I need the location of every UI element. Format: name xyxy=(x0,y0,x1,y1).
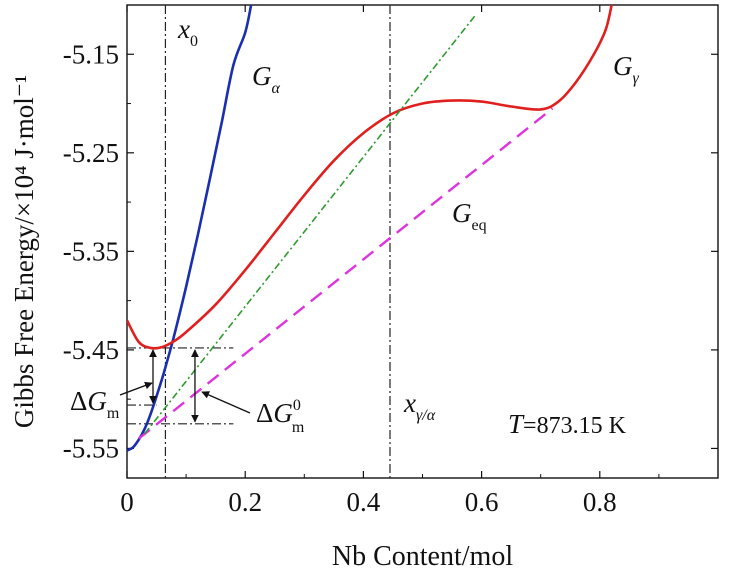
annotation-label: Geq xyxy=(452,198,487,234)
y-tick-label: -5.45 xyxy=(63,335,119,365)
x-tick-label: 0.8 xyxy=(583,487,617,517)
x-tick-label: 0.6 xyxy=(465,487,499,517)
annotation-label: Gα xyxy=(252,61,281,97)
y-tick-label: -5.15 xyxy=(63,39,119,69)
series-line-Gα xyxy=(127,5,253,452)
y-tick-label: -5.35 xyxy=(63,236,119,266)
y-axis-label: Gibbs Free Energy/×10⁴ J·mol⁻¹ xyxy=(9,75,39,428)
annotation-label: ΔGm xyxy=(70,386,120,422)
y-tick-label: -5.55 xyxy=(63,433,119,463)
annotation-label: x0 xyxy=(177,14,198,50)
series-line-Gγ xyxy=(127,5,613,350)
plot-area xyxy=(127,5,613,478)
x-axis-label: Nb Content/mol xyxy=(332,541,513,572)
annotation-label: Gγ xyxy=(613,51,640,87)
delta-g-m-pointer xyxy=(119,381,153,396)
annotation-label: T=873.15 K xyxy=(508,409,627,439)
annotation-label: ΔG0 m xyxy=(256,397,305,436)
x-tick-label: 0 xyxy=(120,487,134,517)
y-tick-label: -5.25 xyxy=(63,138,119,168)
annotation-label: xγ/α xyxy=(403,388,436,424)
delta-g-m0-pointer xyxy=(201,391,251,414)
series-line-tangent-3 xyxy=(144,14,477,435)
x-tick-label: 0.2 xyxy=(228,487,262,517)
x-tick-label: 0.4 xyxy=(347,487,381,517)
series-line-Geq xyxy=(138,107,554,440)
